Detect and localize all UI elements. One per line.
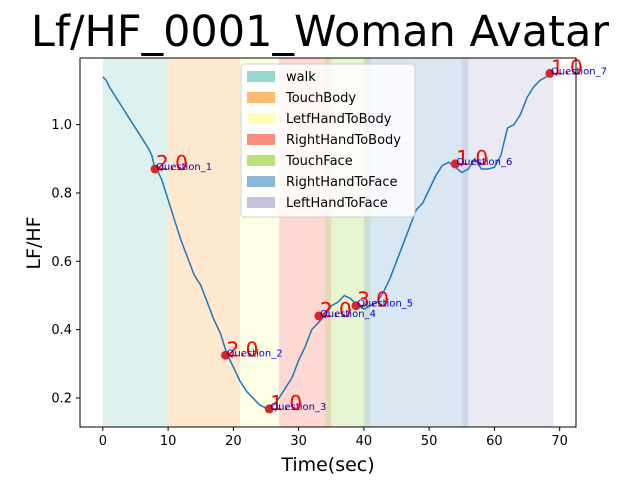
question-label-1: Question_1 [156,162,212,173]
legend-label-1: TouchBody [285,91,356,106]
legend-label-3: RightHandToBody [286,133,401,148]
y-tick-label-2: 0.6 [51,255,72,270]
score-label-7: 1.0 [551,55,583,79]
y-tick-label-4: 1.0 [51,118,72,133]
question-label-7: Question_7 [551,66,607,77]
legend-swatch-2 [247,113,275,124]
question-label-2: Question_2 [227,348,283,359]
legend-label-0: walk [286,70,316,85]
phase-band-0 [102,58,169,427]
question-markers: 2.0Question_12.0Question_21.0Question_32… [150,55,607,415]
y-tick-label-0: 0.2 [51,391,72,406]
question-label-4: Question_4 [320,309,376,320]
score-label-5: 3.0 [357,288,389,312]
score-label-4: 2.0 [320,298,352,322]
question-marker-3 [264,404,274,414]
chart-title: Lf/HF_0001_Woman Avatar [31,7,609,57]
score-label-1: 2.0 [156,151,188,175]
x-tick-label-0: 0 [99,434,107,449]
y-tick-label-1: 0.4 [51,323,72,338]
x-tick-label-3: 30 [290,434,307,449]
y-axis-label: LF/HF [23,216,45,269]
question-label-5: Question_5 [357,299,413,310]
series-line-group [102,72,551,410]
legend-label-5: RightHandToFace [286,175,398,190]
x-tick-label-5: 50 [421,434,438,449]
x-tick-label-6: 60 [486,434,503,449]
legend-swatch-0 [247,71,275,82]
question-marker-4 [314,311,324,321]
question-marker-1 [150,164,160,174]
y-tick-label-3: 0.8 [51,186,72,201]
x-tick-label-4: 40 [356,434,373,449]
question-marker-5 [351,301,361,311]
legend-label-6: LeftHandToFace [286,196,388,211]
legend-swatch-3 [247,134,275,145]
legend-swatch-1 [247,92,275,103]
legend-label-4: TouchFace [285,154,353,169]
plot-frame [79,57,577,428]
series-line-0 [102,72,551,410]
score-label-3: 1.0 [270,391,302,415]
question-marker-7 [545,68,555,78]
x-axis-ticks: 0 10 20 30 40 50 60 70 [99,427,568,449]
legend-swatch-6 [247,197,275,208]
legend-swatch-5 [247,176,275,187]
x-tick-label-7: 70 [551,434,568,449]
phase-band-6 [461,58,554,427]
legend-swatch-4 [247,155,275,166]
phase-band-1 [168,58,240,427]
question-marker-6 [450,159,460,169]
score-label-6: 1.0 [456,146,488,170]
legend-box [240,63,416,218]
y-axis-ticks: 0.2 0.4 0.6 0.8 1.0 [51,118,80,406]
question-label-6: Question_6 [456,157,512,168]
x-tick-label-1: 10 [160,434,177,449]
legend: walk TouchBody LetfHandToBody RightHandToBo… [240,63,416,218]
x-tick-label-2: 20 [225,434,242,449]
question-marker-2 [221,350,231,360]
legend-label-2: LetfHandToBody [286,112,392,127]
question-label-3: Question_3 [270,402,326,413]
score-label-2: 2.0 [227,337,259,361]
x-axis-label: Time(sec) [280,454,374,476]
